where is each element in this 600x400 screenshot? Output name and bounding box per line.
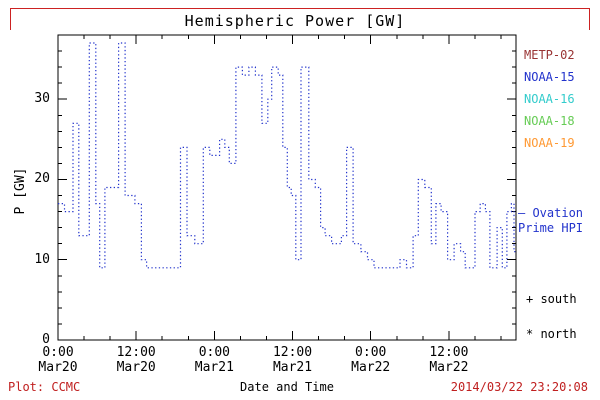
legend-item-noaa-15: NOAA-15 bbox=[524, 70, 575, 84]
x-tick-label: 12:00 Mar20 bbox=[104, 345, 168, 375]
south-marker-note: + south bbox=[526, 292, 577, 306]
y-tick-label: 0 bbox=[42, 332, 50, 347]
x-tick-date: Mar21 bbox=[272, 360, 313, 375]
x-tick-label: 12:00 Mar21 bbox=[261, 345, 325, 375]
x-tick-label: 0:00 Mar21 bbox=[182, 345, 246, 375]
north-marker-note: * north bbox=[526, 327, 577, 341]
x-axis-label: Date and Time bbox=[240, 380, 334, 394]
x-tick-time: 0:00 bbox=[42, 345, 74, 360]
legend-item-noaa-19: NOAA-19 bbox=[524, 136, 575, 150]
x-tick-time: 12:00 bbox=[429, 345, 469, 360]
x-tick-date: Mar22 bbox=[351, 360, 391, 375]
x-tick-date: Mar21 bbox=[194, 360, 234, 375]
x-tick-date: Mar20 bbox=[116, 360, 156, 375]
timestamp: 2014/03/22 23:20:08 bbox=[450, 380, 588, 394]
legend-item-noaa-18: NOAA-18 bbox=[524, 114, 575, 128]
chart-title: Hemispheric Power [GW] bbox=[176, 12, 414, 30]
satellite-legend: METP-02 NOAA-15 NOAA-16 NOAA-18 NOAA-19 bbox=[524, 44, 575, 154]
ovation-label-line1: — Ovation bbox=[518, 206, 584, 220]
ovation-prime-hpi-label: — Ovation Prime HPI bbox=[518, 206, 583, 236]
y-tick-label: 10 bbox=[34, 251, 50, 267]
y-tick-label: 30 bbox=[34, 91, 50, 107]
plot-credit: Plot: CCMC bbox=[8, 380, 81, 394]
x-tick-time: 12:00 bbox=[116, 345, 156, 360]
x-tick-time: 0:00 bbox=[198, 345, 230, 360]
plot-frame bbox=[57, 34, 517, 341]
x-tick-date: Mar20 bbox=[38, 360, 78, 375]
hpi-step-line bbox=[58, 42, 516, 269]
x-tick-label: 12:00 Mar22 bbox=[417, 345, 481, 375]
x-tick-time: 0:00 bbox=[355, 345, 387, 360]
y-tick-label: 20 bbox=[34, 171, 50, 187]
legend-item-noaa-16: NOAA-16 bbox=[524, 92, 575, 106]
legend-item-metp-02: METP-02 bbox=[524, 48, 575, 62]
x-tick-label: 0:00 Mar22 bbox=[339, 345, 403, 375]
x-tick-label: 0:00 Mar20 bbox=[26, 345, 90, 375]
x-tick-time: 12:00 bbox=[272, 345, 313, 360]
x-tick-date: Mar22 bbox=[429, 360, 469, 375]
title-frame bbox=[10, 8, 590, 30]
ovation-label-line2: Prime HPI bbox=[518, 221, 584, 235]
